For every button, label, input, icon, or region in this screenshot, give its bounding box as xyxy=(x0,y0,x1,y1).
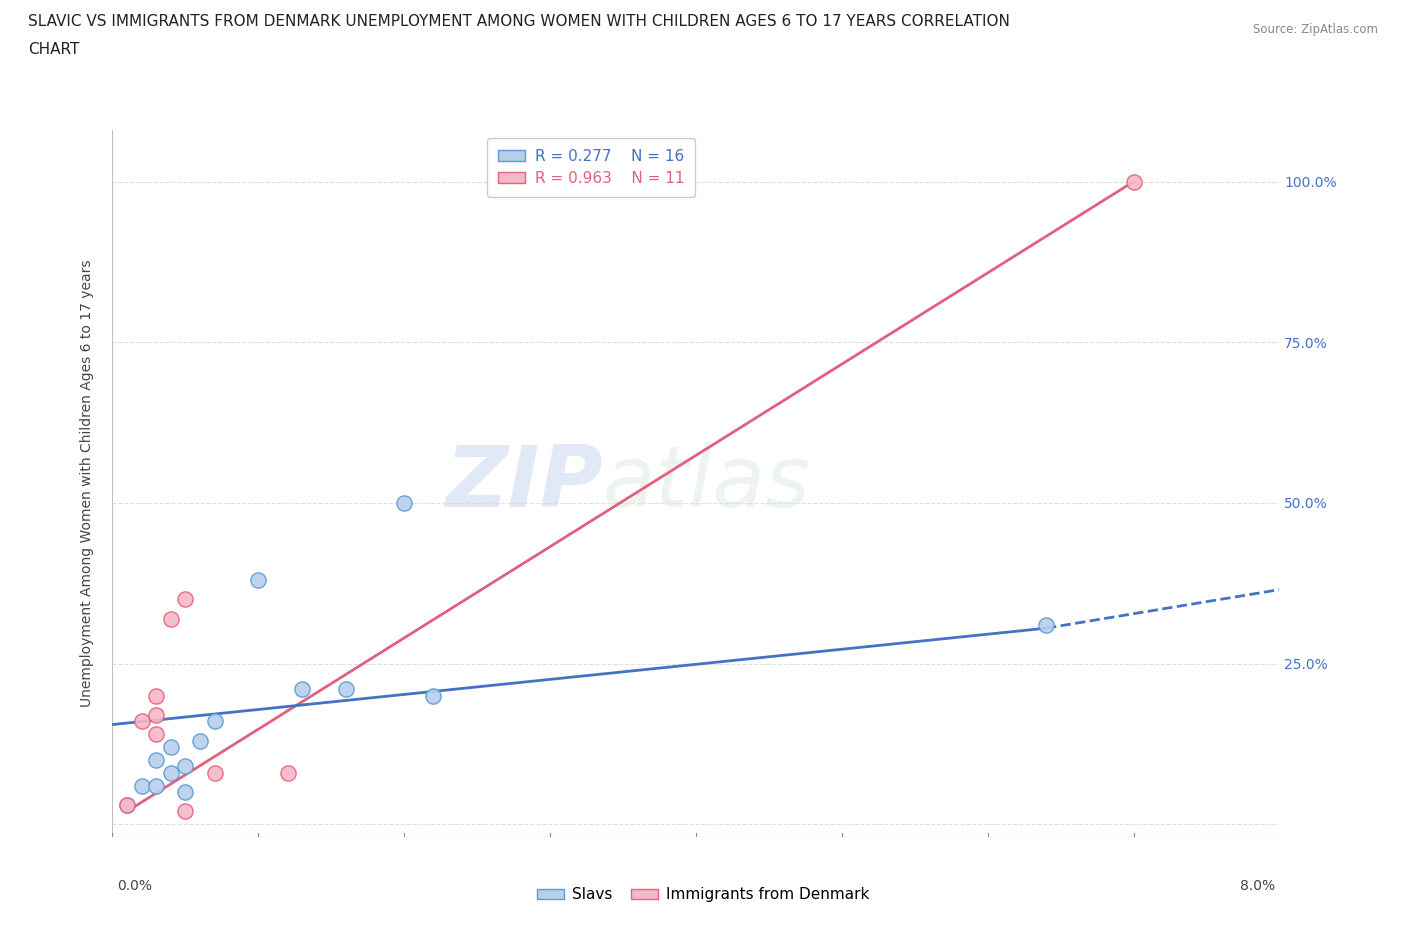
Point xyxy=(174,804,197,818)
Point xyxy=(160,739,183,754)
Point xyxy=(115,797,138,812)
Point xyxy=(392,496,416,511)
Point xyxy=(145,688,167,703)
Text: ZIP: ZIP xyxy=(444,442,603,525)
Y-axis label: Unemployment Among Women with Children Ages 6 to 17 years: Unemployment Among Women with Children A… xyxy=(80,259,94,708)
Point xyxy=(335,682,357,697)
Point xyxy=(145,726,167,741)
Text: 8.0%: 8.0% xyxy=(1240,879,1275,893)
Point xyxy=(276,765,298,780)
Point xyxy=(174,759,197,774)
Point xyxy=(174,785,197,800)
Point xyxy=(291,682,314,697)
Point xyxy=(145,752,167,767)
Point xyxy=(247,573,270,588)
Point xyxy=(188,733,211,748)
Text: atlas: atlas xyxy=(603,442,811,525)
Point xyxy=(204,765,226,780)
Text: Source: ZipAtlas.com: Source: ZipAtlas.com xyxy=(1253,23,1378,36)
Point xyxy=(115,797,138,812)
Point xyxy=(422,688,444,703)
Legend: R = 0.277    N = 16, R = 0.963    N = 11: R = 0.277 N = 16, R = 0.963 N = 11 xyxy=(486,138,695,197)
Point xyxy=(131,778,153,793)
Point xyxy=(145,778,167,793)
Point xyxy=(160,765,183,780)
Text: SLAVIC VS IMMIGRANTS FROM DENMARK UNEMPLOYMENT AMONG WOMEN WITH CHILDREN AGES 6 : SLAVIC VS IMMIGRANTS FROM DENMARK UNEMPL… xyxy=(28,14,1010,29)
Text: CHART: CHART xyxy=(28,42,80,57)
Point xyxy=(204,714,226,729)
Point xyxy=(160,611,183,626)
Point xyxy=(1035,618,1057,632)
Point xyxy=(1122,174,1144,189)
Text: 0.0%: 0.0% xyxy=(117,879,152,893)
Legend: Slavs, Immigrants from Denmark: Slavs, Immigrants from Denmark xyxy=(530,882,876,909)
Point xyxy=(131,714,153,729)
Point xyxy=(145,708,167,723)
Point xyxy=(174,591,197,606)
